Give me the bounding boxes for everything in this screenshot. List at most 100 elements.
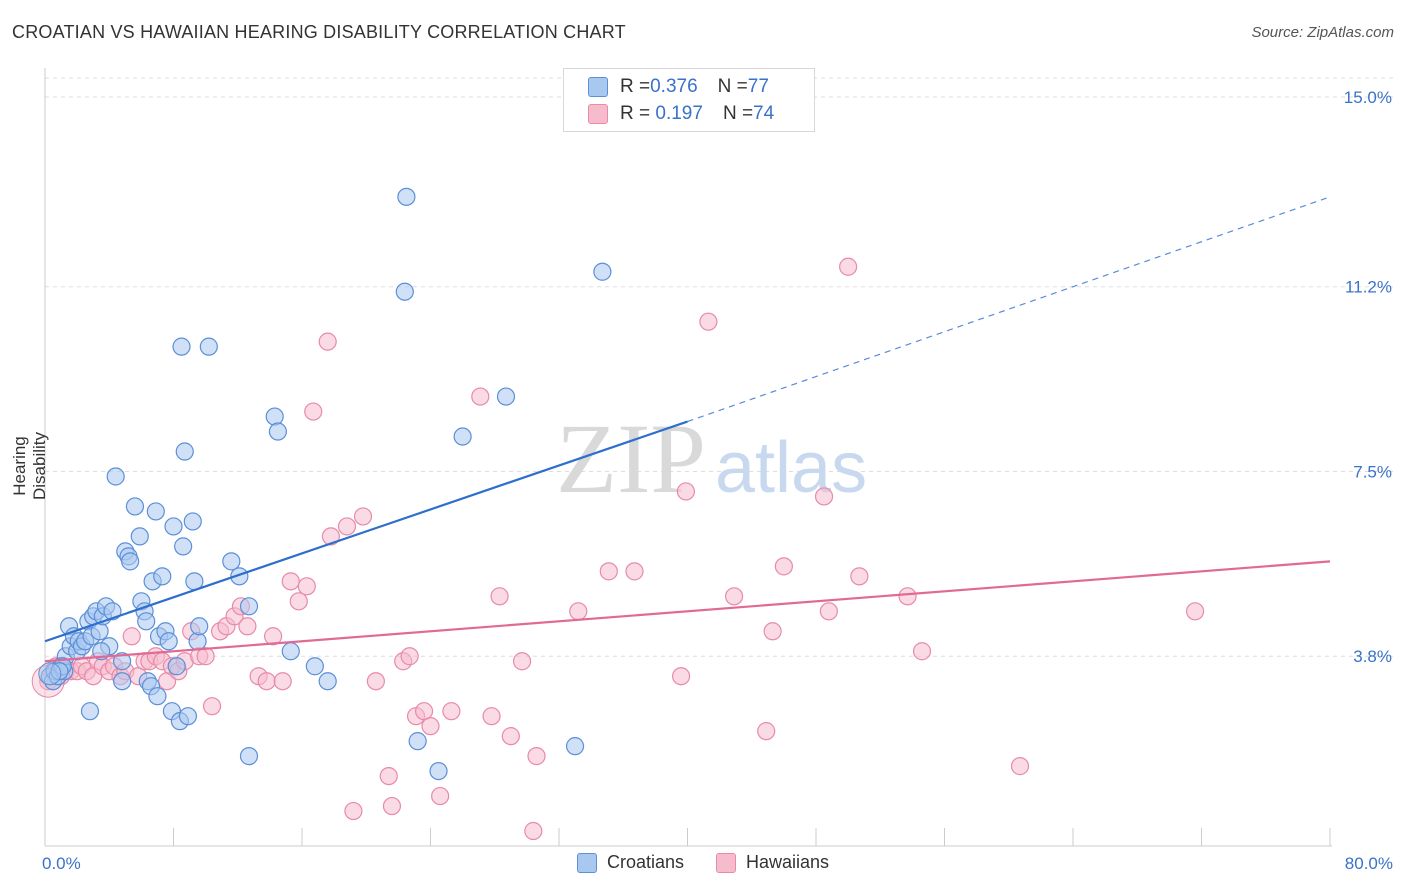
legend-label-croatians: Croatians bbox=[606, 852, 684, 872]
hawaiians-point bbox=[421, 717, 440, 736]
hawaiians-point bbox=[257, 672, 276, 691]
croatians-point bbox=[453, 427, 472, 446]
x-tick-label: 80.0% bbox=[1345, 854, 1393, 873]
croatians-point bbox=[148, 687, 167, 706]
hawaiians-point bbox=[431, 786, 450, 806]
croatians-point bbox=[80, 702, 100, 721]
croatians-trend-extension bbox=[687, 196, 1331, 423]
y-tick-label: 11.2% bbox=[1345, 278, 1392, 297]
legend-item-croatians[interactable]: Croatians bbox=[576, 852, 684, 873]
croatians-point bbox=[268, 422, 288, 441]
hawaiians-point bbox=[774, 557, 793, 576]
croatians-point bbox=[230, 567, 249, 586]
croatians-point bbox=[565, 737, 585, 756]
hawaiians-point bbox=[238, 617, 257, 636]
n-value: 77 bbox=[747, 76, 769, 97]
hawaiians-point bbox=[757, 722, 776, 741]
x-tick-label: 0.0% bbox=[42, 854, 81, 873]
croatians-point bbox=[125, 497, 145, 516]
croatians-point bbox=[305, 657, 324, 676]
hawaiians-point bbox=[297, 577, 316, 596]
hawaiians-trend-line bbox=[44, 560, 1331, 663]
watermark-atlas: atlas bbox=[715, 428, 867, 508]
croatians-point bbox=[121, 552, 140, 571]
croatians-point bbox=[174, 537, 193, 556]
y-tick-label: 15.0% bbox=[1344, 88, 1392, 107]
chart-source: Source: ZipAtlas.com bbox=[1251, 24, 1394, 41]
hawaiians-point bbox=[281, 572, 300, 591]
legend-item-hawaiians[interactable]: Hawaiians bbox=[716, 852, 829, 873]
hawaiians-point bbox=[337, 517, 357, 536]
hawaiians-point bbox=[850, 567, 869, 586]
hawaiians-point bbox=[202, 697, 222, 716]
hawaiians-point bbox=[304, 402, 323, 421]
tick-labels: 3.8% 7.5% 11.2% 15.0% 0.0% 80.0% bbox=[42, 88, 1393, 873]
hawaiians-point bbox=[819, 602, 838, 621]
croatians-point bbox=[496, 387, 516, 406]
hawaiians-point bbox=[676, 482, 695, 501]
hawaiians-swatch bbox=[716, 852, 736, 873]
hawaiians-point bbox=[318, 332, 337, 351]
hawaiians-point bbox=[442, 702, 461, 721]
croatians-point bbox=[112, 652, 132, 671]
hawaiians-point bbox=[814, 487, 834, 506]
croatians-point bbox=[130, 527, 149, 546]
croatians-point bbox=[190, 617, 209, 636]
croatians-point bbox=[112, 672, 132, 691]
croatians-point bbox=[153, 567, 172, 586]
croatians-swatch bbox=[588, 77, 608, 97]
hawaiians-point bbox=[382, 796, 402, 816]
hawaiians-point bbox=[344, 801, 363, 821]
hawaiians-point bbox=[599, 562, 618, 581]
croatians-trend-line bbox=[44, 420, 688, 643]
legend-label-hawaiians: Hawaiians bbox=[746, 852, 830, 872]
croatians-point bbox=[222, 552, 241, 571]
croatians-point bbox=[38, 662, 62, 686]
stats-row-hawaiians: R = 0.197 N = 74 bbox=[588, 102, 774, 126]
series-legend: Croatians Hawaiians bbox=[0, 852, 1406, 873]
hawaiians-point bbox=[490, 587, 509, 606]
y-axis-label: Hearing Disability bbox=[10, 431, 49, 501]
croatians-point bbox=[167, 657, 186, 676]
hawaiians-point bbox=[625, 562, 644, 581]
hawaiians-point bbox=[321, 527, 341, 546]
croatians-point bbox=[137, 612, 156, 631]
hawaiians-point bbox=[353, 507, 373, 526]
croatians-points bbox=[38, 187, 612, 781]
hawaiians-point bbox=[501, 727, 520, 746]
hawaiians-point bbox=[400, 647, 419, 666]
croatians-point bbox=[178, 707, 198, 726]
croatians-point bbox=[318, 672, 337, 691]
r-value: 0.197 bbox=[650, 103, 703, 124]
hawaiians-point bbox=[482, 707, 501, 726]
croatians-point bbox=[199, 337, 218, 356]
y-tick-label: 3.8% bbox=[1353, 647, 1392, 666]
hawaiians-point bbox=[569, 602, 588, 621]
croatians-point bbox=[397, 187, 416, 206]
hawaiians-swatch bbox=[588, 104, 608, 124]
y-tick-label: 7.5% bbox=[1353, 462, 1392, 481]
hawaiians-points bbox=[31, 257, 1205, 841]
hawaiians-point bbox=[122, 627, 141, 646]
n-value: 74 bbox=[753, 103, 775, 124]
croatians-point bbox=[106, 467, 125, 486]
hawaiians-point bbox=[527, 747, 546, 766]
croatians-point bbox=[146, 502, 165, 521]
hawaiians-point bbox=[671, 667, 691, 686]
croatians-point bbox=[239, 747, 259, 766]
hawaiians-point bbox=[1010, 757, 1030, 776]
n-label: N = bbox=[722, 103, 754, 124]
hawaiians-point bbox=[512, 652, 532, 671]
r-value: 0.376 bbox=[650, 76, 698, 97]
grid-lines bbox=[45, 77, 1395, 657]
stats-row-croatians: R = 0.376 N = 77 bbox=[588, 75, 769, 99]
croatians-point bbox=[281, 642, 300, 661]
hawaiians-point bbox=[724, 587, 744, 606]
croatians-point bbox=[239, 597, 259, 616]
chart-title: CROATIAN VS HAWAIIAN HEARING DISABILITY … bbox=[12, 22, 626, 42]
hawaiians-point bbox=[898, 587, 917, 606]
croatians-point bbox=[188, 632, 207, 651]
croatians-point bbox=[408, 732, 427, 751]
stats-legend: R = 0.376 N = 77 R = 0.197 N = 74 bbox=[563, 68, 815, 132]
